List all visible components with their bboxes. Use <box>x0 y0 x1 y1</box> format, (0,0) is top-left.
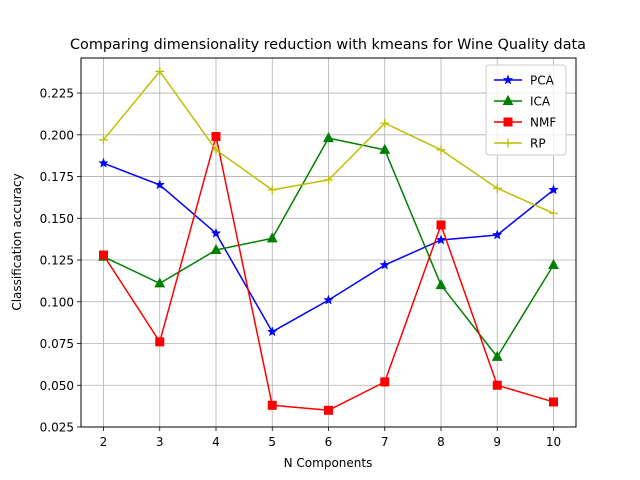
nmf-point <box>211 131 221 141</box>
y-tick-label: 0.200 <box>40 128 74 142</box>
legend-label: PCA <box>530 74 555 88</box>
y-tick-label: 0.150 <box>40 212 74 226</box>
series-layer <box>98 66 559 415</box>
legend-entry-rp: RP <box>494 137 546 151</box>
y-axis-title: Classification accuracy <box>10 173 24 310</box>
rp-point <box>380 118 390 128</box>
legend: PCA ICA NMF RP <box>485 64 567 156</box>
y-tick-label: 0.175 <box>40 170 74 184</box>
ica-point <box>154 277 166 288</box>
legend-swatch-marker <box>502 94 514 105</box>
ica-point <box>266 232 278 243</box>
rp-point <box>99 135 108 145</box>
x-tick-label: 4 <box>212 435 220 449</box>
y-tick-label: 0.075 <box>40 337 74 351</box>
y-tick-label: 0.025 <box>40 421 74 435</box>
legend-swatch-marker <box>503 138 513 148</box>
legend-swatch-marker <box>503 117 513 127</box>
nmf-point <box>267 400 277 410</box>
nmf-point <box>549 397 558 407</box>
y-tick-label: 0.225 <box>40 87 74 101</box>
tick-layer: 2 3 4 5 6 7 8 9 10 0.025 0.050 0.075 0.100 0.125 0.150… <box>40 87 562 449</box>
ica-point <box>548 258 559 270</box>
legend-entry-pca: PCA <box>494 74 555 88</box>
ica-point <box>491 350 503 361</box>
rp-point <box>436 145 446 155</box>
rp-point <box>211 145 221 155</box>
pca-point <box>435 234 447 245</box>
series-nmf <box>99 131 558 415</box>
rp-point <box>155 66 165 76</box>
rp-point <box>267 185 277 195</box>
x-tick-label: 3 <box>156 435 164 449</box>
legend-swatch-marker <box>502 74 514 85</box>
pca-point <box>266 326 278 337</box>
pca-point <box>323 294 334 305</box>
legend-entry-ica: ICA <box>494 95 551 109</box>
nmf-point <box>380 377 390 387</box>
nmf-point <box>155 337 165 347</box>
pca-point <box>154 179 166 190</box>
pca-point <box>379 259 391 270</box>
nmf-point <box>492 380 502 390</box>
nmf-point <box>324 405 333 415</box>
y-tick-label: 0.050 <box>40 379 74 393</box>
x-tick-label: 6 <box>325 435 333 449</box>
x-tick-label: 7 <box>381 435 389 449</box>
pca-point <box>548 184 559 195</box>
chart-title: Comparing dimensionality reduction with … <box>70 37 586 53</box>
ica-point <box>435 279 447 290</box>
y-tick-label: 0.100 <box>40 295 74 309</box>
pca-point <box>210 227 222 238</box>
series-pca <box>98 157 559 337</box>
x-tick-label: 9 <box>493 435 501 449</box>
legend-label: NMF <box>530 116 556 130</box>
nmf-point <box>99 250 108 260</box>
legend-box <box>485 64 567 156</box>
x-tick-label: 10 <box>546 435 561 449</box>
rp-point <box>324 175 333 185</box>
rp-point <box>492 183 502 193</box>
legend-label: RP <box>530 137 546 151</box>
rp-point <box>549 208 558 218</box>
x-axis-title: N Components <box>284 456 373 470</box>
ica-point <box>210 243 222 255</box>
ica-point <box>379 143 391 154</box>
ica-point <box>323 132 334 143</box>
x-tick-label: 2 <box>100 435 108 449</box>
nmf-point <box>436 220 446 230</box>
series-rp <box>99 66 558 218</box>
x-tick-label: 8 <box>437 435 445 449</box>
x-tick-label: 5 <box>268 435 276 449</box>
y-tick-label: 0.125 <box>40 254 74 268</box>
legend-label: ICA <box>530 95 551 109</box>
pca-point <box>98 157 109 168</box>
legend-entry-nmf: NMF <box>494 116 556 130</box>
pca-point <box>491 229 503 240</box>
